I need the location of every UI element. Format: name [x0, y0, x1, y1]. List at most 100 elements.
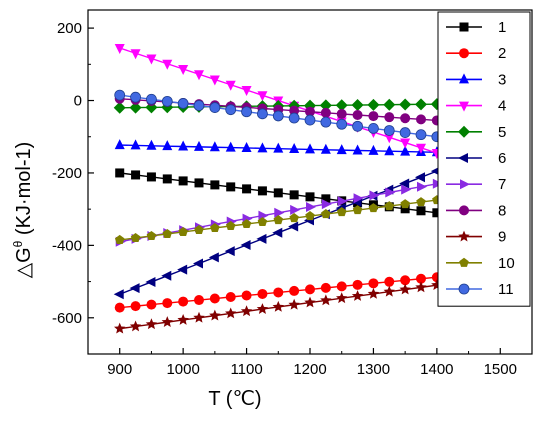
data-point-3-12: [305, 143, 315, 154]
y-axis-label-superscript: θ: [11, 240, 25, 247]
legend-item-7: 7: [446, 176, 506, 193]
data-point-11-5: [193, 100, 205, 111]
legend-item-5: 5: [446, 124, 506, 141]
data-point-7-15: [353, 193, 364, 204]
data-point-10-7: [225, 220, 236, 231]
data-point-9-12: [304, 296, 316, 308]
legend-marker-1: [459, 22, 469, 32]
data-point-6-7: [224, 246, 235, 257]
x-axis: 900 1000 1100 1200 1300 1400 1500: [107, 348, 517, 378]
data-point-11-13: [320, 116, 332, 128]
x-tick-label-1500: 1500: [484, 361, 517, 378]
data-point-7-12: [306, 201, 316, 212]
legend-item-4: 4: [446, 98, 506, 115]
data-point-6-10: [272, 227, 283, 238]
data-point-7-18: [401, 184, 412, 195]
series-9: [114, 279, 443, 334]
data-point-4-18: [400, 138, 411, 149]
data-point-3-0: [114, 139, 125, 150]
data-point-10-18: [400, 199, 410, 209]
data-point-8-11: [289, 105, 300, 116]
data-point-7-14: [337, 196, 348, 207]
data-point-1-12: [305, 192, 315, 202]
data-point-2-4: [178, 296, 189, 307]
legend-marker-4: [459, 101, 469, 112]
data-point-2-16: [368, 278, 379, 289]
data-point-2-2: [146, 299, 157, 310]
data-point-11-18: [399, 127, 411, 138]
data-point-11-8: [241, 106, 252, 118]
data-point-2-11: [289, 285, 300, 296]
data-point-7-11: [290, 204, 301, 215]
data-point-1-13: [321, 194, 331, 204]
data-point-11-12: [304, 114, 316, 126]
data-point-2-10: [273, 287, 284, 298]
data-point-9-3: [161, 316, 173, 327]
data-point-1-11: [289, 190, 299, 200]
data-point-3-15: [352, 144, 363, 155]
data-point-9-19: [415, 281, 427, 293]
data-point-1-9: [257, 186, 267, 196]
data-point-1-10: [273, 188, 283, 198]
legend-label-11: 11: [498, 281, 514, 298]
y-axis-label-unit: (KJ·mol-1): [13, 142, 35, 241]
data-point-4-8: [241, 86, 252, 97]
data-point-5-18: [399, 98, 412, 111]
data-point-8-15: [352, 110, 363, 121]
data-point-2-19: [416, 273, 426, 284]
data-point-6-2: [145, 276, 156, 287]
y-tick-label-0: 0: [74, 93, 82, 110]
data-point-3-18: [400, 145, 411, 156]
data-point-10-8: [241, 219, 252, 229]
data-point-2-18: [400, 275, 411, 286]
data-point-4-4: [178, 65, 189, 76]
data-point-7-19: [417, 181, 427, 192]
legend-label-7: 7: [498, 176, 506, 193]
data-point-3-3: [162, 140, 173, 151]
data-point-3-6: [209, 141, 220, 152]
legend-box: [437, 11, 531, 307]
legend-label-4: 4: [498, 98, 506, 115]
y-axis: -600 -400 -200 0 200: [52, 20, 94, 327]
data-point-6-4: [177, 264, 188, 275]
data-point-11-16: [368, 123, 379, 134]
data-point-3-7: [225, 141, 236, 152]
data-point-9-4: [177, 313, 189, 325]
data-point-10-14: [336, 207, 347, 217]
legend-item-6: 6: [446, 150, 506, 167]
legend-item-2: 2: [446, 45, 506, 62]
data-point-9-8: [240, 305, 253, 317]
data-point-7-16: [369, 190, 380, 201]
data-point-3-1: [130, 139, 141, 150]
data-point-5-15: [351, 99, 364, 112]
data-point-3-17: [384, 145, 395, 156]
data-point-11-1: [130, 91, 141, 103]
data-point-9-9: [256, 303, 269, 314]
series-10: [114, 195, 442, 244]
data-point-10-2: [146, 230, 157, 240]
legend-label-3: 3: [498, 71, 506, 88]
data-point-1-5: [194, 178, 204, 188]
data-point-6-1: [129, 283, 140, 294]
data-point-7-17: [385, 187, 396, 198]
legend-item-8: 8: [446, 202, 506, 219]
data-point-10-9: [257, 217, 268, 227]
data-point-6-18: [399, 178, 410, 189]
data-point-6-6: [208, 252, 219, 263]
data-point-1-20: [432, 208, 442, 218]
data-point-2-15: [352, 279, 363, 290]
data-point-4-0: [114, 44, 125, 55]
data-point-11-11: [288, 112, 300, 124]
data-point-3-14: [336, 144, 347, 155]
data-point-10-10: [273, 215, 284, 225]
data-point-8-16: [368, 111, 379, 122]
data-point-2-14: [336, 281, 347, 292]
data-point-9-1: [129, 320, 142, 332]
data-point-9-5: [193, 311, 205, 323]
data-point-3-11: [289, 143, 300, 154]
data-point-1-1: [131, 170, 141, 180]
data-point-1-6: [210, 180, 220, 190]
data-point-8-18: [400, 113, 411, 124]
data-point-6-5: [193, 258, 203, 269]
data-point-11-14: [336, 118, 348, 130]
